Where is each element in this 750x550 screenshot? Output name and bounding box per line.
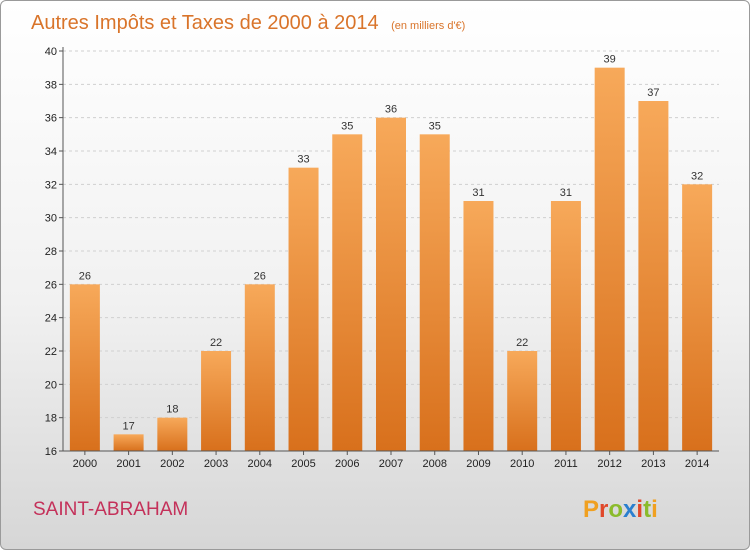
y-tick-label-34: 34 bbox=[45, 146, 57, 158]
logo-letter-4: i bbox=[636, 496, 643, 523]
chart-subtitle: (en milliers d'€) bbox=[391, 20, 465, 32]
y-tick-label-22: 22 bbox=[45, 346, 57, 358]
bar-2000 bbox=[69, 284, 100, 451]
x-tick-label-2011: 2011 bbox=[554, 458, 578, 470]
logo-letter-0: P bbox=[583, 496, 599, 523]
x-tick-label-2003: 2003 bbox=[204, 458, 228, 470]
x-tick-label-2012: 2012 bbox=[597, 458, 621, 470]
bar-2008 bbox=[419, 134, 450, 452]
bar-2010 bbox=[507, 351, 538, 451]
y-tick-label-30: 30 bbox=[45, 213, 57, 225]
bar-2005 bbox=[288, 167, 319, 451]
value-label-2010: 22 bbox=[516, 337, 528, 349]
bars: 26 17 18 22 26 33 35 36 35 31 22 31 39 37 32 bbox=[69, 54, 713, 452]
y-tick-label-32: 32 bbox=[45, 179, 57, 191]
value-label-2001: 17 bbox=[122, 420, 134, 432]
x-tick-label-2005: 2005 bbox=[291, 458, 315, 470]
value-label-2006: 35 bbox=[341, 120, 353, 132]
bar-2011 bbox=[550, 201, 581, 451]
bar-2014 bbox=[682, 184, 713, 452]
x-tick-label-2010: 2010 bbox=[510, 458, 534, 470]
commune-name: SAINT-ABRAHAM bbox=[33, 499, 188, 520]
bar-2002 bbox=[157, 417, 188, 451]
bar-2013 bbox=[638, 101, 669, 451]
x-tick-label-2001: 2001 bbox=[116, 458, 140, 470]
value-label-2005: 33 bbox=[297, 154, 309, 166]
value-label-2012: 39 bbox=[604, 54, 616, 66]
value-label-2014: 32 bbox=[691, 170, 703, 182]
value-label-2009: 31 bbox=[472, 187, 484, 199]
logo-letter-6: i bbox=[651, 496, 658, 523]
x-tick-label-2007: 2007 bbox=[379, 458, 403, 470]
x-tick-label-2009: 2009 bbox=[466, 458, 490, 470]
x-tick-label-2008: 2008 bbox=[422, 458, 446, 470]
y-tick-label-28: 28 bbox=[45, 246, 57, 258]
value-label-2004: 26 bbox=[254, 270, 266, 282]
x-tick-label-2004: 2004 bbox=[248, 458, 272, 470]
y-tick-label-24: 24 bbox=[45, 313, 57, 325]
logo-letter-3: x bbox=[623, 496, 637, 523]
logo-letter-1: r bbox=[599, 496, 608, 523]
axes: 16 18 20 22 24 26 28 30 32 34 36 38 40 2000 2001 2002 20… bbox=[45, 46, 719, 470]
bar-2012 bbox=[594, 67, 625, 452]
y-tick-label-36: 36 bbox=[45, 113, 57, 125]
y-tick-label-26: 26 bbox=[45, 279, 57, 291]
x-tick-label-2002: 2002 bbox=[160, 458, 184, 470]
y-tick-label-16: 16 bbox=[45, 446, 57, 458]
value-label-2007: 36 bbox=[385, 104, 397, 116]
proxiti-logo: Proxiti bbox=[583, 496, 658, 523]
value-label-2000: 26 bbox=[79, 270, 91, 282]
logo-letter-5: t bbox=[643, 496, 651, 523]
logo-letter-2: o bbox=[608, 496, 623, 523]
bar-2004 bbox=[244, 284, 275, 451]
y-tick-label-20: 20 bbox=[45, 379, 57, 391]
value-label-2008: 35 bbox=[429, 120, 441, 132]
value-label-2003: 22 bbox=[210, 337, 222, 349]
y-tick-label-40: 40 bbox=[45, 46, 57, 58]
chart-title: Autres Impôts et Taxes de 2000 à 2014 (e… bbox=[31, 12, 465, 34]
x-tick-label-2014: 2014 bbox=[685, 458, 709, 470]
x-tick-label-2000: 2000 bbox=[73, 458, 97, 470]
value-label-2002: 18 bbox=[166, 404, 178, 416]
bar-2001 bbox=[113, 434, 144, 451]
bar-2006 bbox=[332, 134, 363, 452]
y-tick-label-18: 18 bbox=[45, 413, 57, 425]
bar-2003 bbox=[201, 351, 232, 451]
y-tick-label-38: 38 bbox=[45, 79, 57, 91]
value-label-2011: 31 bbox=[560, 187, 572, 199]
value-label-2013: 37 bbox=[647, 87, 659, 99]
chart-title-main: Autres Impôts et Taxes de 2000 à 2014 bbox=[31, 12, 379, 34]
x-tick-label-2006: 2006 bbox=[335, 458, 359, 470]
bar-2007 bbox=[376, 117, 406, 452]
x-tick-label-2013: 2013 bbox=[641, 458, 665, 470]
bar-2009 bbox=[463, 201, 494, 451]
